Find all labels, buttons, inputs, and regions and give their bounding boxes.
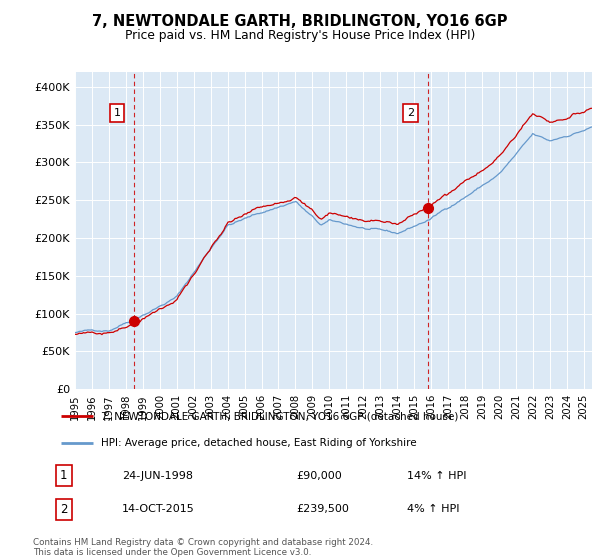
Text: Contains HM Land Registry data © Crown copyright and database right 2024.
This d: Contains HM Land Registry data © Crown c… <box>33 538 373 557</box>
Text: £90,000: £90,000 <box>296 471 342 480</box>
Text: 7, NEWTONDALE GARTH, BRIDLINGTON, YO16 6GP: 7, NEWTONDALE GARTH, BRIDLINGTON, YO16 6… <box>92 14 508 29</box>
Text: 4% ↑ HPI: 4% ↑ HPI <box>407 505 460 515</box>
Text: 2: 2 <box>60 503 68 516</box>
Text: 1: 1 <box>113 108 121 118</box>
Text: 14% ↑ HPI: 14% ↑ HPI <box>407 471 467 480</box>
Text: 2: 2 <box>407 108 414 118</box>
Text: Price paid vs. HM Land Registry's House Price Index (HPI): Price paid vs. HM Land Registry's House … <box>125 29 475 42</box>
Text: 24-JUN-1998: 24-JUN-1998 <box>122 471 193 480</box>
Text: 1: 1 <box>60 469 68 482</box>
Text: £239,500: £239,500 <box>296 505 349 515</box>
Text: 14-OCT-2015: 14-OCT-2015 <box>122 505 194 515</box>
Text: HPI: Average price, detached house, East Riding of Yorkshire: HPI: Average price, detached house, East… <box>101 438 416 447</box>
Text: 7, NEWTONDALE GARTH, BRIDLINGTON, YO16 6GP (detached house): 7, NEWTONDALE GARTH, BRIDLINGTON, YO16 6… <box>101 412 458 421</box>
